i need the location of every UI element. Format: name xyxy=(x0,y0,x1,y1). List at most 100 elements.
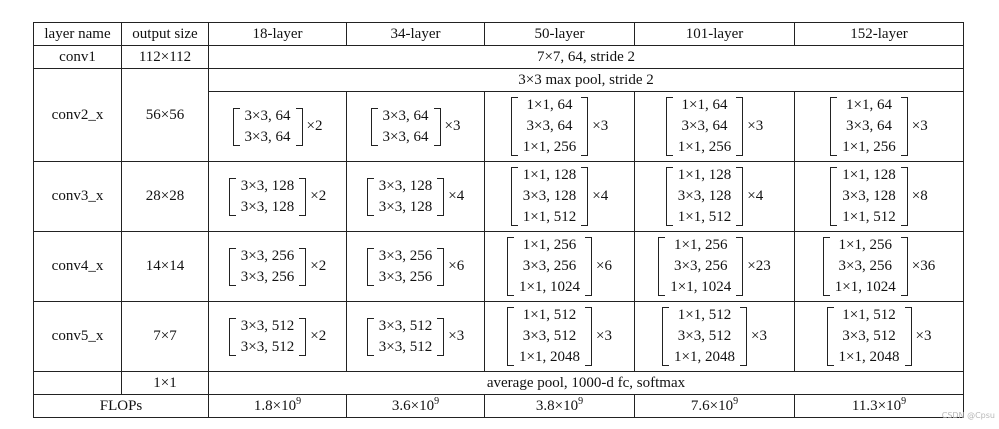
bracket-matrix: 1×1, 256 3×3, 256 1×1, 1024 xyxy=(507,235,592,298)
conv1-output-size: 112×112 xyxy=(121,45,209,69)
residual-block: 3×3, 64 3×3, 64 ×2 xyxy=(232,106,322,148)
residual-block: 3×3, 256 3×3, 256 ×2 xyxy=(228,246,326,288)
conv4-block-18-layer: 3×3, 256 3×3, 256 ×2 xyxy=(208,231,347,302)
flops-18-base: 1.8×10 xyxy=(253,397,297,414)
residual-block: 1×1, 128 3×3, 128 1×1, 512 ×8 xyxy=(830,165,928,228)
conv-layer-spec: 1×1, 1024 xyxy=(519,279,580,295)
conv-layer-spec: 3×3, 64 xyxy=(382,128,429,145)
conv-layer-spec: 1×1, 2048 xyxy=(519,349,580,365)
bracket-matrix: 1×1, 64 3×3, 64 1×1, 256 xyxy=(510,95,589,158)
block-repeat-count: ×3 xyxy=(592,118,609,135)
block-repeat-count: ×3 xyxy=(596,328,612,345)
residual-block: 3×3, 512 3×3, 512 ×3 xyxy=(366,316,465,358)
flops-152-layer: 11.3×109 xyxy=(794,394,964,418)
conv4-block-50-layer: 1×1, 256 3×3, 256 1×1, 1024 ×6 xyxy=(484,231,635,302)
conv2-block-152-layer: 1×1, 64 3×3, 64 1×1, 256 ×3 xyxy=(794,91,964,162)
conv-layer-spec: 3×3, 128 xyxy=(842,188,896,204)
header-101-layer: 101-layer xyxy=(634,22,795,46)
pool-output-size: 1×1 xyxy=(121,371,209,395)
conv4-output-size: 14×14 xyxy=(121,231,209,302)
conv-layer-spec: 3×3, 256 xyxy=(240,268,295,285)
conv3-block-34-layer: 3×3, 128 3×3, 128 ×4 xyxy=(346,161,485,232)
conv3-block-152-layer: 1×1, 128 3×3, 128 1×1, 512 ×8 xyxy=(794,161,964,232)
conv-layer-spec: 3×3, 512 xyxy=(240,317,295,334)
bracket-matrix: 1×1, 256 3×3, 256 1×1, 1024 xyxy=(822,235,908,298)
conv-layer-spec: 3×3, 512 xyxy=(378,317,433,334)
flops-34-layer: 3.6×109 xyxy=(346,394,485,418)
header-18-layer: 18-layer xyxy=(208,22,347,46)
block-repeat-count: ×4 xyxy=(747,188,764,205)
conv5-block-101-layer: 1×1, 512 3×3, 512 1×1, 2048 ×3 xyxy=(634,301,795,372)
block-repeat-count: ×23 xyxy=(747,258,771,275)
conv-layer-spec: 3×3, 512 xyxy=(522,328,577,344)
conv-layer-spec: 3×3, 512 xyxy=(378,338,433,355)
conv3-block-18-layer: 3×3, 128 3×3, 128 ×2 xyxy=(208,161,347,232)
flops-50-base: 3.8×10 xyxy=(535,397,579,414)
header-152-layer: 152-layer xyxy=(794,22,964,46)
bracket-matrix: 3×3, 64 3×3, 64 xyxy=(232,106,303,148)
conv1-name: conv1 xyxy=(33,45,122,69)
conv-layer-spec: 3×3, 128 xyxy=(240,177,295,194)
conv2-max-pool: 3×3 max pool, stride 2 xyxy=(208,68,964,92)
conv-layer-spec: 1×1, 2048 xyxy=(838,349,900,365)
bracket-matrix: 3×3, 256 3×3, 256 xyxy=(228,246,307,288)
conv-layer-spec: 1×1, 128 xyxy=(522,167,577,183)
conv-layer-spec: 3×3, 128 xyxy=(378,177,433,194)
resnet-architecture-table: layer name output size 18-layer 34-layer… xyxy=(33,22,964,418)
conv-layer-spec: 1×1, 512 xyxy=(842,307,896,323)
conv-layer-spec: 3×3, 512 xyxy=(842,328,896,344)
conv5-block-34-layer: 3×3, 512 3×3, 512 ×3 xyxy=(346,301,485,372)
conv-layer-spec: 3×3, 128 xyxy=(677,188,732,204)
conv2-output-size: 56×56 xyxy=(121,68,209,162)
block-repeat-count: ×2 xyxy=(310,328,327,345)
flops-34-base: 3.6×10 xyxy=(391,397,435,414)
block-repeat-count: ×6 xyxy=(596,258,612,275)
row-conv5: conv5_x 7×7 3×3, 512 3×3, 512 ×2 3×3, 512 3×… xyxy=(33,301,964,372)
conv-layer-spec: 3×3, 256 xyxy=(378,268,433,285)
flops-50-layer: 3.8×109 xyxy=(484,394,635,418)
block-repeat-count: ×3 xyxy=(751,328,767,345)
conv-layer-spec: 3×3, 256 xyxy=(674,258,728,274)
bracket-matrix: 3×3, 256 3×3, 256 xyxy=(366,246,445,288)
residual-block: 1×1, 64 3×3, 64 1×1, 256 ×3 xyxy=(830,95,928,158)
conv-layer-spec: 1×1, 64 xyxy=(526,97,573,113)
residual-block: 3×3, 512 3×3, 512 ×2 xyxy=(228,316,327,358)
conv-layer-spec: 1×1, 512 xyxy=(522,209,577,225)
header-50-layer: 50-layer xyxy=(484,22,635,46)
bracket-matrix: 1×1, 128 3×3, 128 1×1, 512 xyxy=(510,165,589,228)
conv4-block-152-layer: 1×1, 256 3×3, 256 1×1, 1024 ×36 xyxy=(794,231,964,302)
residual-block: 3×3, 64 3×3, 64 ×3 xyxy=(370,106,460,148)
watermark: CSDN @Cpsu xyxy=(941,411,995,420)
conv2-block-101-layer: 1×1, 64 3×3, 64 1×1, 256 ×3 xyxy=(634,91,795,162)
bracket-matrix: 1×1, 128 3×3, 128 1×1, 512 xyxy=(830,165,909,228)
conv-layer-spec: 3×3, 256 xyxy=(240,247,295,264)
block-repeat-count: ×3 xyxy=(448,328,465,345)
conv-layer-spec: 3×3, 64 xyxy=(244,128,291,145)
bracket-matrix: 3×3, 512 3×3, 512 xyxy=(228,316,307,358)
conv-layer-spec: 1×1, 512 xyxy=(677,307,732,323)
conv-layer-spec: 1×1, 64 xyxy=(846,97,892,113)
conv-layer-spec: 1×1, 128 xyxy=(842,167,896,183)
conv-layer-spec: 1×1, 2048 xyxy=(674,349,735,365)
bracket-matrix: 1×1, 512 3×3, 512 1×1, 2048 xyxy=(826,305,912,368)
block-repeat-count: ×8 xyxy=(911,188,928,205)
conv-layer-spec: 3×3, 64 xyxy=(526,118,573,134)
conv1-description: 7×7, 64, stride 2 xyxy=(208,45,964,69)
conv4-block-34-layer: 3×3, 256 3×3, 256 ×6 xyxy=(346,231,485,302)
header-output-size: output size xyxy=(121,22,209,46)
block-repeat-count: ×36 xyxy=(911,258,936,275)
conv-layer-spec: 3×3, 512 xyxy=(677,328,732,344)
residual-block: 1×1, 128 3×3, 128 1×1, 512 ×4 xyxy=(510,165,608,228)
flops-101-layer: 7.6×109 xyxy=(634,394,795,418)
conv-layer-spec: 1×1, 512 xyxy=(677,209,732,225)
conv-layer-spec: 3×3, 256 xyxy=(838,258,892,274)
conv-layer-spec: 3×3, 256 xyxy=(378,247,433,264)
conv5-block-50-layer: 1×1, 512 3×3, 512 1×1, 2048 ×3 xyxy=(484,301,635,372)
conv-layer-spec: 1×1, 256 xyxy=(677,139,732,155)
conv2-block-50-layer: 1×1, 64 3×3, 64 1×1, 256 ×3 xyxy=(484,91,635,162)
bracket-matrix: 1×1, 64 3×3, 64 1×1, 256 xyxy=(665,95,744,158)
residual-block: 3×3, 128 3×3, 128 ×2 xyxy=(228,176,326,218)
conv-layer-spec: 1×1, 256 xyxy=(674,237,728,253)
bracket-matrix: 1×1, 128 3×3, 128 1×1, 512 xyxy=(665,165,744,228)
row-pool: 1×1 average pool, 1000-d fc, softmax xyxy=(33,371,964,395)
